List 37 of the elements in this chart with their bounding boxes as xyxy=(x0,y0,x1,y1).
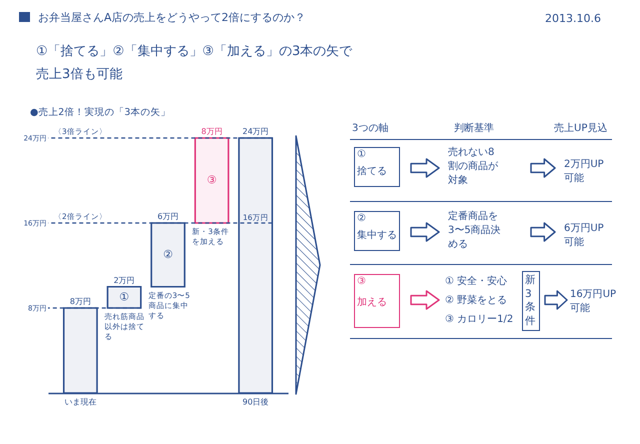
text: 2013.10.6 xyxy=(545,12,601,25)
x-tick-label: いま現在 xyxy=(64,398,96,406)
bar xyxy=(62,307,98,394)
text: 定番商品を3〜5商品決める xyxy=(448,210,502,252)
text: 加える xyxy=(357,296,387,310)
text: ② xyxy=(357,212,366,226)
data-label: 8万円 xyxy=(201,127,222,136)
annotation: ① xyxy=(119,290,130,304)
text: 判断基準 xyxy=(454,122,494,136)
annotation: ③ xyxy=(206,174,217,186)
text: 売上UP見込 xyxy=(554,122,608,136)
chart-title: お弁当屋さんA店の売上をどうやって2倍にするのか？ xyxy=(38,10,306,25)
text: ① xyxy=(357,148,366,162)
annotation: ② xyxy=(163,248,174,261)
text: 集中する xyxy=(357,229,397,243)
text: 新3条件 xyxy=(525,274,537,328)
text: ① 安全・安心 xyxy=(445,275,508,289)
text: 捨てる xyxy=(357,165,387,179)
bar xyxy=(194,137,230,224)
chart-subtitle: ①「捨てる」②「集中する」③「加える」の3本の矢で売上3倍も可能 xyxy=(36,43,354,84)
text: 6万円UP可能 xyxy=(564,222,605,250)
x-tick-label: 90日後 xyxy=(242,398,269,406)
data-label: 24万円 xyxy=(242,127,269,136)
text: 16万円UP可能 xyxy=(570,288,618,316)
bar xyxy=(150,222,186,288)
data-label: 2万円 xyxy=(114,276,135,285)
text: ② 野菜をとる xyxy=(445,294,508,308)
data-label: 8万円 xyxy=(70,297,91,306)
text: ③ xyxy=(357,275,366,289)
data-label: 6万円 xyxy=(157,212,179,221)
text: 売れない8割の商品が対象 xyxy=(448,146,499,188)
text: 2万円UP可能 xyxy=(564,158,605,186)
bar xyxy=(238,137,274,394)
text: ③ カロリー1/2 xyxy=(445,313,514,327)
text: 3つの軸 xyxy=(352,122,388,136)
bar xyxy=(106,286,142,309)
text: ●売上2倍！実現の「3本の矢」 xyxy=(30,106,170,119)
